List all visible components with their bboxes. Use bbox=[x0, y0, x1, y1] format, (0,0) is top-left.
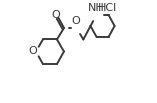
Text: HCl: HCl bbox=[98, 3, 117, 13]
Text: NH: NH bbox=[88, 3, 105, 13]
Text: O: O bbox=[28, 46, 37, 57]
Text: O: O bbox=[72, 16, 80, 26]
Text: O: O bbox=[51, 10, 60, 20]
